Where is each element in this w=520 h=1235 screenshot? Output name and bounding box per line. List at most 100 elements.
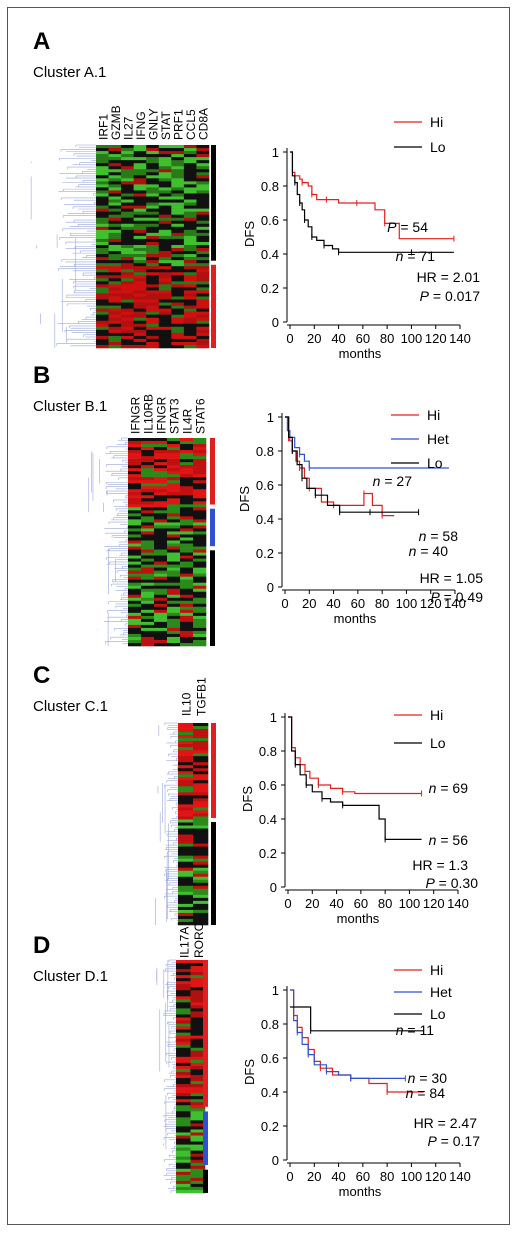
heatmap-cell (178, 789, 194, 793)
heatmap-cell (193, 546, 207, 550)
heatmap-cell (154, 459, 168, 463)
heatmap-cell (180, 636, 194, 641)
heatmap-cell (193, 780, 209, 784)
heatmap-cell (167, 528, 181, 532)
heatmap-cell (193, 570, 207, 574)
heatmap-cell (96, 299, 109, 303)
heatmap-cell (183, 229, 197, 234)
heatmap-cell (171, 278, 185, 282)
heatmap-cell (141, 471, 155, 475)
heatmap-cell (193, 738, 209, 742)
heatmap (128, 438, 207, 647)
heatmap-cell (183, 314, 197, 319)
km-annotation: n = 58 (419, 528, 459, 544)
panel-d: D Cluster D.1 IL17A RORC 0 0.2 0.4 0.6 0.8 1 0 20… (0, 922, 520, 1225)
heatmap-cell (121, 284, 134, 288)
heatmap-cell (171, 263, 185, 267)
heatmap-cell (167, 603, 181, 608)
heatmap-cell (171, 251, 185, 255)
heatmap-cell (167, 573, 181, 577)
heatmap-cell (133, 332, 147, 337)
heatmap-cell (158, 317, 172, 322)
heatmap-cell (171, 341, 185, 346)
heatmap-cell (180, 555, 194, 559)
heatmap-cell (133, 320, 147, 325)
x-tick-label: 140 (449, 1169, 471, 1184)
heatmap-cell (193, 528, 207, 532)
heatmap-cell (96, 208, 109, 212)
heatmap-cell (133, 338, 147, 343)
x-tick-label: 140 (449, 331, 471, 346)
heatmap-cell (178, 783, 194, 787)
heatmap-cell (178, 885, 194, 890)
heatmap-cell (133, 193, 147, 197)
heatmap-cell (121, 193, 134, 197)
heatmap-cell (158, 266, 172, 270)
heatmap-cell (128, 534, 142, 538)
heatmap-cell (146, 338, 160, 343)
heatmap-cell (96, 344, 109, 349)
heatmap-cell (171, 211, 185, 215)
heatmap-cell (193, 621, 207, 626)
heatmap-cell (183, 148, 197, 152)
gene-label: CD8A (197, 108, 211, 140)
heatmap-cell (96, 281, 109, 285)
heatmap-cell (128, 567, 142, 571)
dendrogram (88, 437, 128, 646)
y-tick-label: 1 (272, 145, 279, 160)
heatmap-cell (193, 636, 207, 641)
heatmap-cell (108, 172, 122, 176)
heatmap-cell (180, 504, 194, 508)
annotation-symbol: n (419, 528, 427, 544)
heatmap-cell (193, 483, 207, 487)
heatmap-cell (133, 311, 147, 315)
heatmap-cell (128, 477, 142, 481)
heatmap-cell (141, 570, 155, 574)
annotation-symbol: n (396, 1022, 404, 1038)
heatmap-cell (133, 169, 147, 173)
heatmap-cell (133, 302, 147, 306)
heatmap-cell (183, 190, 197, 194)
heatmap-cell (190, 1090, 206, 1094)
heatmap-cell (180, 462, 194, 466)
heatmap-cell (178, 894, 194, 899)
heatmap-cell (178, 897, 194, 902)
heatmap-cell (154, 441, 168, 445)
heatmap-cell (183, 244, 197, 249)
heatmap-cell (167, 564, 181, 568)
heatmap-cell (183, 263, 197, 267)
heatmap-cell (167, 438, 181, 442)
annotation-symbol: P (425, 875, 435, 891)
heatmap-cell (96, 263, 109, 267)
heatmap-cell (193, 834, 209, 838)
heatmap-cell (176, 1017, 191, 1021)
heatmap-cell (154, 450, 168, 454)
heatmap-cell (176, 1117, 191, 1121)
heatmap-cell (158, 293, 172, 297)
heatmap-cell (183, 248, 197, 252)
x-tick-label: 40 (331, 331, 345, 346)
gene-label: IL17A (177, 927, 191, 958)
heatmap-cell (133, 296, 147, 300)
heatmap-cell (141, 495, 155, 499)
heatmap-cell (193, 513, 207, 517)
heatmap-cell (167, 582, 181, 587)
heatmap-cell (171, 305, 185, 309)
heatmap-cell (193, 861, 209, 866)
heatmap-cell (193, 876, 209, 881)
km-axes (283, 986, 461, 1167)
heatmap-cell (183, 169, 197, 173)
heatmap-cell (133, 214, 147, 219)
heatmap-cell (193, 852, 209, 856)
heatmap-cell (193, 456, 207, 460)
heatmap-cell (178, 831, 194, 835)
heatmap-cell (193, 855, 209, 859)
x-tick-label: 20 (307, 331, 321, 346)
heatmap-cell (167, 492, 181, 496)
heatmap-cell (133, 335, 147, 340)
heatmap-cell (133, 145, 147, 149)
heatmap-cell (193, 912, 209, 917)
heatmap-cell (183, 157, 197, 161)
heatmap-cell (108, 308, 122, 312)
x-tick-label: 40 (331, 1169, 345, 1184)
